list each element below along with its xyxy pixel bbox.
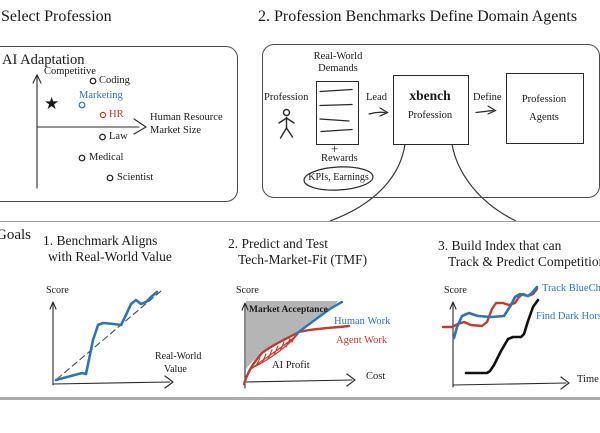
goal2-y-label: Score bbox=[236, 285, 259, 296]
rewards-ellipse bbox=[303, 166, 374, 191]
demands-list-lines bbox=[319, 88, 353, 133]
point-coding bbox=[89, 77, 97, 85]
agent-work-curve bbox=[242, 324, 351, 386]
ai-profit-label: AI Profit bbox=[272, 360, 310, 371]
demands-label-line2: Demands bbox=[318, 63, 358, 74]
agents-label-line1: Profession bbox=[521, 94, 567, 105]
goal2-title-line2: Tech-Market-Fit (TMF) bbox=[238, 252, 368, 267]
human-work-label: Human Work bbox=[334, 316, 391, 327]
demands-list-box bbox=[316, 81, 359, 145]
lead-label: Lead bbox=[366, 92, 387, 103]
profession-agents-box bbox=[506, 73, 584, 144]
funnel-curves bbox=[329, 143, 517, 222]
xbench-subtitle: Profession bbox=[407, 110, 453, 121]
profession-points bbox=[78, 77, 114, 182]
goal3-x-label: Time bbox=[577, 374, 599, 385]
goal1-x-label-line1: Real-World bbox=[155, 351, 202, 362]
person-icon bbox=[278, 108, 295, 139]
goal3-title-line2: Track & Predict Competition bbox=[448, 254, 600, 269]
xbench-box bbox=[393, 75, 469, 145]
goals-label: Goals bbox=[0, 227, 31, 243]
agent-work-label: Agent Work bbox=[336, 335, 388, 346]
ideal-dashed-line bbox=[56, 290, 162, 380]
goal1-y-label: Score bbox=[46, 285, 69, 296]
section2-title: 2. Profession Benchmarks Define Domain A… bbox=[258, 8, 578, 25]
demands-label-line1: Real-World bbox=[313, 51, 363, 62]
xbench-title: xbench bbox=[409, 88, 451, 103]
point-marketing bbox=[78, 101, 86, 109]
rewards-label: Rewards bbox=[321, 153, 358, 164]
point-law bbox=[99, 133, 106, 141]
profession-label-marketing: Marketing bbox=[79, 90, 123, 101]
profession-label-law: Law bbox=[109, 131, 128, 142]
point-scientist bbox=[106, 174, 114, 182]
profession-person-label: Profession bbox=[264, 92, 309, 103]
lead-arrow-icon bbox=[368, 107, 389, 117]
profession-label-scientist: Scientist bbox=[117, 172, 154, 183]
goal1-title-line1: 1. Benchmark Aligns bbox=[43, 233, 158, 248]
section1-title: Select Profession bbox=[1, 8, 112, 25]
goal3-y-label: Score bbox=[444, 285, 467, 296]
goal1-title-line2: with Real-World Value bbox=[48, 249, 172, 264]
rewards-examples: KPIs, Earnings bbox=[308, 172, 369, 183]
y-axis-label: Competitive bbox=[44, 66, 96, 77]
x-axis-label-line1: Human Resource bbox=[150, 112, 223, 123]
market-acceptance-label: Market Acceptance bbox=[249, 305, 328, 315]
define-label: Define bbox=[473, 92, 502, 103]
track-bluechips-label: Track BlueChips bbox=[542, 283, 600, 294]
goal3-title-line1: 3. Build Index that can bbox=[438, 238, 562, 253]
bottom-border-line bbox=[0, 397, 600, 400]
point-medical bbox=[78, 154, 86, 162]
darkhorse-line bbox=[464, 298, 540, 375]
agents-label-line2: Agents bbox=[529, 112, 559, 123]
profession-label-hr: HR bbox=[109, 109, 124, 120]
define-arrow-icon bbox=[475, 105, 497, 115]
x-axis-label-line2: Market Size bbox=[150, 125, 202, 136]
star-marker: ★ bbox=[44, 94, 60, 113]
profession-label-medical: Medical bbox=[89, 152, 124, 163]
goal2-x-label: Cost bbox=[366, 371, 386, 382]
plus-sign: + bbox=[331, 141, 339, 156]
goal2-title-line1: 2. Predict and Test bbox=[228, 236, 329, 251]
select-profession-panel bbox=[0, 46, 238, 202]
bluechip-line-blue bbox=[452, 285, 539, 340]
benchmark-score-line bbox=[54, 290, 159, 382]
goal1-x-label-line2: Value bbox=[164, 364, 187, 375]
profession-label-coding: Coding bbox=[99, 75, 130, 86]
goal1-chart bbox=[49, 290, 174, 389]
ai-profit-hatching bbox=[255, 335, 296, 367]
quadrant-axes bbox=[32, 73, 148, 189]
point-hr bbox=[99, 111, 107, 119]
goal3-chart bbox=[441, 285, 570, 390]
goals-divider-line bbox=[0, 221, 600, 223]
panel-title: AI Adaptation bbox=[2, 52, 85, 68]
human-work-curve bbox=[294, 300, 344, 336]
find-darkhorse-label: Find Dark Horse bbox=[536, 311, 600, 322]
goal2-chart bbox=[241, 300, 356, 389]
